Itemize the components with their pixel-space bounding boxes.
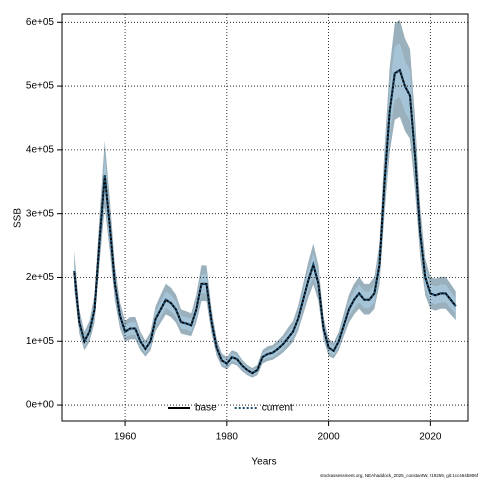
x-tick-label: 2020 [419, 432, 442, 443]
legend-label: current [262, 403, 293, 414]
footer: stockassessment.org, NEAhaddock_2025_con… [320, 473, 479, 478]
x-tick-label: 2000 [317, 432, 340, 443]
y-tick-label: 3e+05 [26, 208, 55, 219]
series-line [73, 68, 457, 375]
y-tick-label: 2e+05 [26, 272, 55, 283]
x-axis-label: Years [251, 457, 276, 468]
plot-frame [61, 13, 469, 422]
x-tick-label: 1960 [114, 432, 137, 443]
legend-label: base [195, 403, 217, 414]
confidence-band [74, 43, 456, 376]
y-tick-label: 6e+05 [26, 17, 55, 28]
y-tick-label: 4e+05 [26, 145, 55, 156]
y-tick-label: 0e+00 [26, 400, 55, 411]
y-axis-label: SSB [13, 208, 24, 228]
y-tick-label: 1e+05 [26, 336, 55, 347]
y-tick-label: 5e+05 [26, 81, 55, 92]
x-tick-label: 1980 [216, 432, 239, 443]
